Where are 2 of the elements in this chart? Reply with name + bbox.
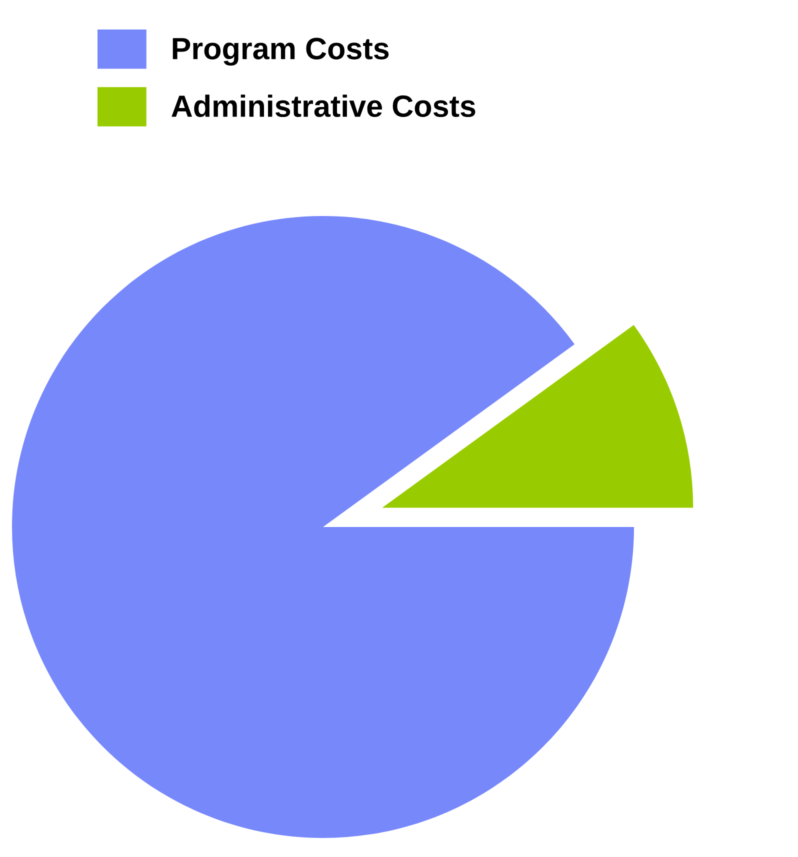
legend-label: Administrative Costs [172,94,476,118]
legend-label: Program Costs [172,38,389,66]
